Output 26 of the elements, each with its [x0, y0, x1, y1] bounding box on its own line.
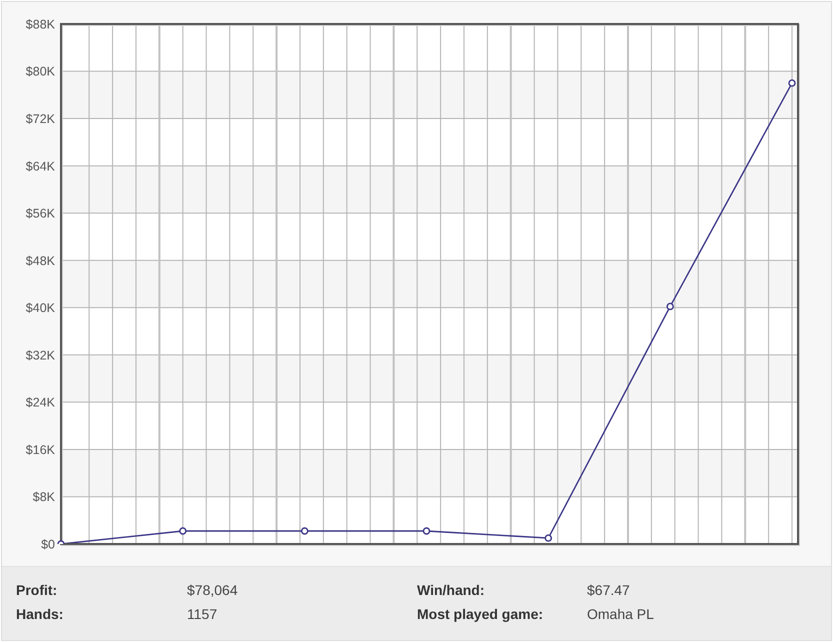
- y-tick-label: $8K: [32, 490, 56, 504]
- point: [179, 527, 187, 535]
- point: [544, 534, 552, 542]
- text: Profit:: [16, 581, 58, 599]
- y-tick-label: $88K: [26, 17, 56, 32]
- y-tick-label: $72K: [26, 112, 56, 126]
- y-tick-label: $56K: [26, 206, 56, 221]
- y-tick-label: $24K: [26, 396, 56, 410]
- point: [300, 527, 308, 535]
- y-tick-label: $0: [41, 537, 56, 552]
- y-tick-label: $48K: [26, 254, 56, 268]
- text: Win/hand:: [417, 581, 486, 599]
- point: [788, 79, 796, 87]
- text: 1157: [187, 605, 218, 623]
- text: $78,064: [187, 581, 239, 599]
- y-tick-label: $64K: [26, 159, 56, 174]
- y-tick-label: $80K: [26, 64, 56, 79]
- point: [422, 527, 430, 535]
- text: $67.47: [587, 581, 631, 599]
- y-tick-label: $32K: [26, 348, 56, 362]
- point: [666, 302, 674, 310]
- y-tick-label: $40K: [26, 301, 56, 316]
- text: Most played game:: [417, 605, 544, 623]
- text: Omaha PL: [587, 605, 655, 623]
- text: Hands:: [16, 605, 64, 623]
- y-tick-label: $16K: [26, 442, 56, 457]
